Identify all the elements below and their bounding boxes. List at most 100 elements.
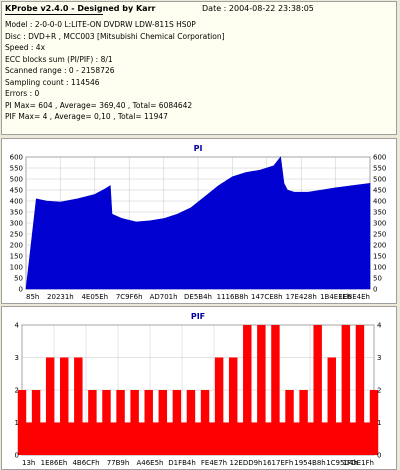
pi-y-tick-right: 550 <box>373 165 386 173</box>
info-errors: Errors : 0 <box>5 89 40 98</box>
pi-x-tick: 7C9F6h <box>116 293 143 301</box>
pi-y-tick-right: 300 <box>373 220 386 228</box>
pif-bar <box>60 357 69 455</box>
pi-y-tick-right: 200 <box>373 242 386 250</box>
pi-y-tick-right: 600 <box>373 154 386 162</box>
pi-x-tick: 1B4EFEh <box>320 293 351 301</box>
pi-y-tick-left: 500 <box>10 176 23 184</box>
pi-y-tick-left: 550 <box>10 165 23 173</box>
info-pi-stats: PI Max= 604 , Average= 369,40 , Total= 6… <box>5 100 193 110</box>
pi-x-tick: 4E05Eh <box>81 293 108 301</box>
pif-y-tick-right: 4 <box>377 322 382 330</box>
pif-y-tick-right: 2 <box>377 387 381 395</box>
pi-y-tick-left: 300 <box>10 220 23 228</box>
app-title: KProbe v2.4.0 - Designed by Karr <box>5 4 156 13</box>
pif-bar <box>158 390 168 455</box>
pi-y-tick-left: 50 <box>14 275 23 283</box>
pi-x-tick: DE5B4h <box>184 293 212 301</box>
pi-y-tick-left: 400 <box>10 198 23 206</box>
pif-y-tick-right: 1 <box>377 419 381 427</box>
pif-bar <box>369 390 379 455</box>
pif-y-tick-left: 1 <box>15 419 19 427</box>
pif-chart-title: PIF <box>191 312 205 321</box>
pif-y-tick-left: 0 <box>15 452 19 460</box>
pif-bar <box>116 390 125 455</box>
pi-y-tick-right: 50 <box>373 275 382 283</box>
pi-x-tick: 20231h <box>47 293 74 301</box>
pi-y-tick-left: 150 <box>10 253 23 261</box>
pif-y-tick-left: 4 <box>15 322 20 330</box>
pif-bar <box>74 357 83 455</box>
info-list: Model : 2-0-0-0 L:LITE-ON DVDRW LDW-811S… <box>5 19 225 123</box>
pif-bar <box>200 390 210 455</box>
pi-x-tick: 17E428h <box>286 293 317 301</box>
pif-y-tick-right: 3 <box>377 354 381 362</box>
info-speed: Speed : 4x <box>5 43 46 52</box>
title-underline <box>5 14 103 15</box>
pif-bar <box>130 390 139 455</box>
pif-bar <box>341 325 351 455</box>
pif-y-tick-left: 3 <box>15 354 19 362</box>
info-panel: KProbe v2.4.0 - Designed by Karr Date : … <box>1 1 397 135</box>
pi-y-tick-right: 500 <box>373 176 386 184</box>
pif-bar <box>214 357 224 455</box>
pi-x-tick: 85h <box>26 293 39 301</box>
pi-x-tick: 1EBE4Eh <box>339 293 370 301</box>
pif-y-tick-right: 0 <box>377 452 381 460</box>
pif-bar <box>17 390 27 455</box>
pif-x-tick: 12EDD9h <box>229 459 262 467</box>
pi-y-tick-left: 0 <box>19 286 23 294</box>
pif-x-tick: FE4E7h <box>201 459 227 467</box>
info-disc: Disc : DVD+R , MCC003 [Mitsubishi Chemic… <box>5 31 225 41</box>
info-model: Model : 2-0-0-0 L:LITE-ON DVDRW LDW-811S… <box>5 20 196 29</box>
pi-y-tick-right: 150 <box>373 253 386 261</box>
pi-y-tick-right: 450 <box>373 187 386 195</box>
pi-y-tick-left: 250 <box>10 231 23 239</box>
pif-x-tick: 1617EFh <box>263 459 294 467</box>
pif-bar <box>172 390 182 455</box>
pif-x-tick: 1E86Eh <box>41 459 68 467</box>
pif-x-tick: 1C9504h <box>326 459 358 467</box>
pif-y-tick-left: 2 <box>15 387 19 395</box>
pi-y-tick-right: 250 <box>373 231 386 239</box>
pif-bar <box>257 325 266 455</box>
pif-bar <box>271 325 280 455</box>
pif-bar <box>88 390 97 455</box>
pif-bar <box>313 325 322 455</box>
pi-y-tick-right: 400 <box>373 198 386 206</box>
pif-x-tick: 13h <box>22 459 35 467</box>
pif-bar <box>102 390 111 455</box>
pif-bar <box>299 390 308 455</box>
pi-y-tick-left: 350 <box>10 209 23 217</box>
pif-bar <box>144 390 153 455</box>
pi-y-tick-left: 450 <box>10 187 23 195</box>
pi-y-tick-right: 350 <box>373 209 386 217</box>
pi-y-tick-right: 0 <box>373 286 377 294</box>
pif-x-tick: 77B9h <box>107 459 130 467</box>
pi-y-tick-left: 600 <box>10 154 23 162</box>
pif-x-tick: 1FDE1Fh <box>343 459 374 467</box>
pif-bar <box>355 325 365 455</box>
pif-bar <box>243 325 252 455</box>
pif-x-tick: 4B6CFh <box>72 459 99 467</box>
pi-x-tick: 1116B8h <box>217 293 249 301</box>
info-pif-stats: PIF Max= 4 , Average= 0,10 , Total= 1194… <box>5 112 168 121</box>
pif-x-tick: D1FB4h <box>168 459 196 467</box>
pif-bar <box>228 357 238 455</box>
info-scanned-range: Scanned range : 0 - 2158726 <box>5 66 115 75</box>
pi-y-tick-right: 100 <box>373 264 386 272</box>
pi-x-tick: AD701h <box>150 293 178 301</box>
pif-x-tick: A46E5h <box>136 459 163 467</box>
pi-series-area <box>25 156 371 290</box>
pif-bar <box>186 390 196 455</box>
info-sampling-count: Sampling count : 114546 <box>5 77 100 87</box>
info-ecc-sum: ECC blocks sum (PI/PIF) : 8/1 <box>5 54 113 64</box>
pi-chart-title: PI <box>194 144 203 153</box>
scan-date: Date : 2004-08-22 23:38:05 <box>202 4 314 13</box>
pi-y-tick-left: 100 <box>10 264 23 272</box>
pi-y-tick-left: 200 <box>10 242 23 250</box>
pi-chart: PI 0 0 50 50 100 100 150 150 200 200 250 250 300 300 35… <box>10 144 387 301</box>
pi-chart-panel: PI 0 0 50 50 100 100 150 150 200 200 250 250 300 300 35… <box>1 138 397 304</box>
pif-bar <box>285 390 294 455</box>
pif-bar <box>31 390 41 455</box>
